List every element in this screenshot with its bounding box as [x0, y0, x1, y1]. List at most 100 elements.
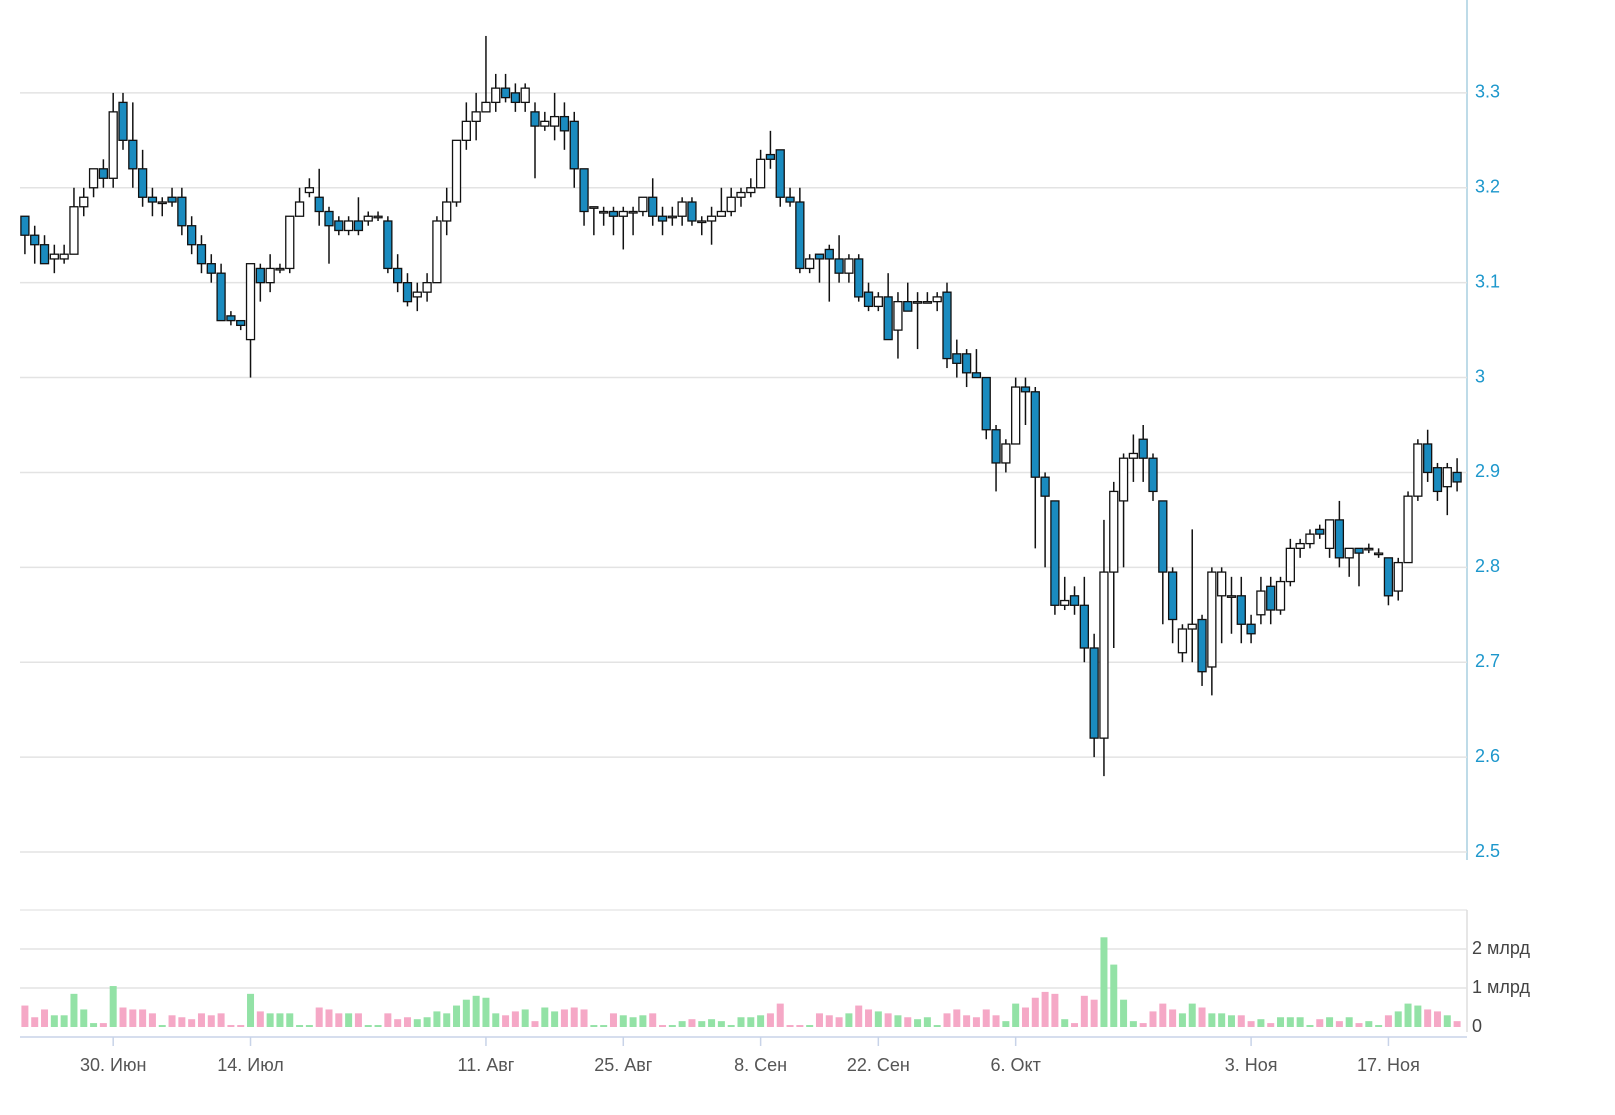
- candle-body: [393, 267, 403, 284]
- candle-body: [216, 272, 226, 322]
- volume-bar: [1002, 1021, 1010, 1027]
- candle-body: [1001, 443, 1011, 464]
- candle-body: [854, 258, 864, 298]
- volume-bar: [815, 1013, 823, 1027]
- candle-body: [157, 201, 167, 205]
- volume-bar: [1365, 1021, 1373, 1027]
- y-tick-label: 3: [1475, 366, 1485, 386]
- volume-bar: [727, 1025, 735, 1027]
- volume-bar: [865, 1009, 873, 1027]
- y-tick-label: 3.2: [1475, 177, 1500, 197]
- candle-body: [1217, 571, 1227, 597]
- candle-body: [912, 300, 923, 304]
- volume-bar: [982, 1009, 990, 1027]
- volume-bar: [207, 1015, 215, 1027]
- volume-bar: [894, 1015, 902, 1027]
- candle-body: [599, 210, 609, 214]
- volume-bar: [1296, 1017, 1304, 1027]
- volume-bar: [541, 1007, 549, 1027]
- volume-bar: [825, 1015, 833, 1027]
- volume-bar: [482, 997, 490, 1027]
- candle-body: [1315, 528, 1325, 535]
- candle-body: [1167, 571, 1178, 621]
- candle-body: [1295, 542, 1305, 550]
- volume-bar: [21, 1005, 29, 1027]
- candle-body: [1177, 628, 1188, 654]
- y-tick-label: 2.5: [1475, 841, 1500, 861]
- candle-body: [677, 201, 687, 217]
- volume-bar: [1110, 964, 1118, 1027]
- candle-body: [49, 253, 59, 260]
- volume-bar: [1100, 937, 1108, 1027]
- volume-bar: [41, 1009, 49, 1027]
- volume-bar: [1139, 1023, 1147, 1027]
- volume-bar: [227, 1025, 235, 1027]
- candle-body: [1050, 500, 1060, 606]
- candle-body: [1197, 618, 1207, 673]
- volume-bar: [50, 1015, 58, 1027]
- candle-body: [667, 215, 677, 219]
- x-tick-label: 8. Сен: [734, 1055, 787, 1075]
- volume-bar: [266, 1013, 274, 1027]
- candle-body: [69, 206, 79, 255]
- candle-body: [442, 201, 452, 222]
- candle-body: [706, 215, 717, 222]
- candle-body: [1040, 476, 1050, 497]
- candle-body: [137, 168, 148, 198]
- volume-bar: [188, 1019, 196, 1027]
- candle-body: [20, 215, 30, 236]
- volume-bar: [148, 1013, 156, 1027]
- volume-bar: [1375, 1025, 1383, 1027]
- candle-body: [285, 215, 295, 270]
- candle-body: [343, 220, 354, 232]
- candle-body: [569, 120, 579, 170]
- candle-body: [520, 87, 530, 104]
- volume-bar: [1424, 1009, 1432, 1027]
- volume-bar: [1286, 1017, 1294, 1027]
- candle-body: [510, 92, 521, 104]
- volume-bar: [776, 1003, 784, 1027]
- volume-bar: [1051, 993, 1059, 1027]
- candle-body: [903, 300, 913, 312]
- volume-bar: [1306, 1025, 1314, 1027]
- candle-body: [932, 296, 942, 303]
- x-tick-label: 6. Окт: [990, 1055, 1040, 1075]
- volume-bar: [423, 1017, 431, 1027]
- volume-bar: [531, 1021, 539, 1027]
- candle-body: [1020, 386, 1031, 393]
- candle-body: [1413, 443, 1423, 497]
- candle-body: [1373, 552, 1384, 556]
- volume-bar: [178, 1017, 186, 1027]
- candle-body: [697, 220, 707, 224]
- volume-tick-label: 2 млрд: [1472, 938, 1530, 958]
- volume-bar: [757, 1015, 765, 1027]
- volume-bar: [1355, 1023, 1363, 1027]
- candle-body: [451, 139, 462, 203]
- volume-bar: [904, 1017, 912, 1027]
- candle-body: [1364, 547, 1374, 551]
- candle-body: [1226, 595, 1237, 598]
- volume-bar: [923, 1017, 931, 1027]
- candle-body: [334, 220, 344, 232]
- volume-bar: [590, 1025, 598, 1027]
- candle-body: [1403, 495, 1413, 564]
- volume-bar: [168, 1015, 176, 1027]
- volume-bar: [472, 995, 480, 1027]
- volume-bar: [119, 1007, 127, 1027]
- y-tick-label: 3.1: [1475, 271, 1500, 291]
- candle-body: [265, 267, 275, 284]
- candle-body: [893, 300, 903, 331]
- volume-bar: [963, 1015, 971, 1027]
- candle-body: [952, 353, 962, 364]
- volume-bar: [835, 1017, 843, 1027]
- candle-body: [196, 244, 207, 265]
- candle-body: [1207, 571, 1217, 668]
- candle-body: [324, 210, 334, 227]
- candle-body: [1187, 623, 1197, 630]
- candle-body: [1256, 590, 1266, 616]
- candle-body: [589, 206, 599, 209]
- volume-bar: [1071, 1023, 1079, 1027]
- volume-bar: [403, 1017, 411, 1027]
